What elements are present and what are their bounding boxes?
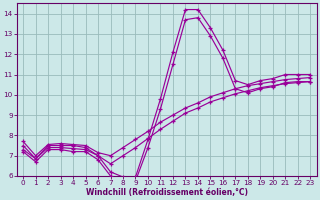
- X-axis label: Windchill (Refroidissement éolien,°C): Windchill (Refroidissement éolien,°C): [86, 188, 248, 197]
